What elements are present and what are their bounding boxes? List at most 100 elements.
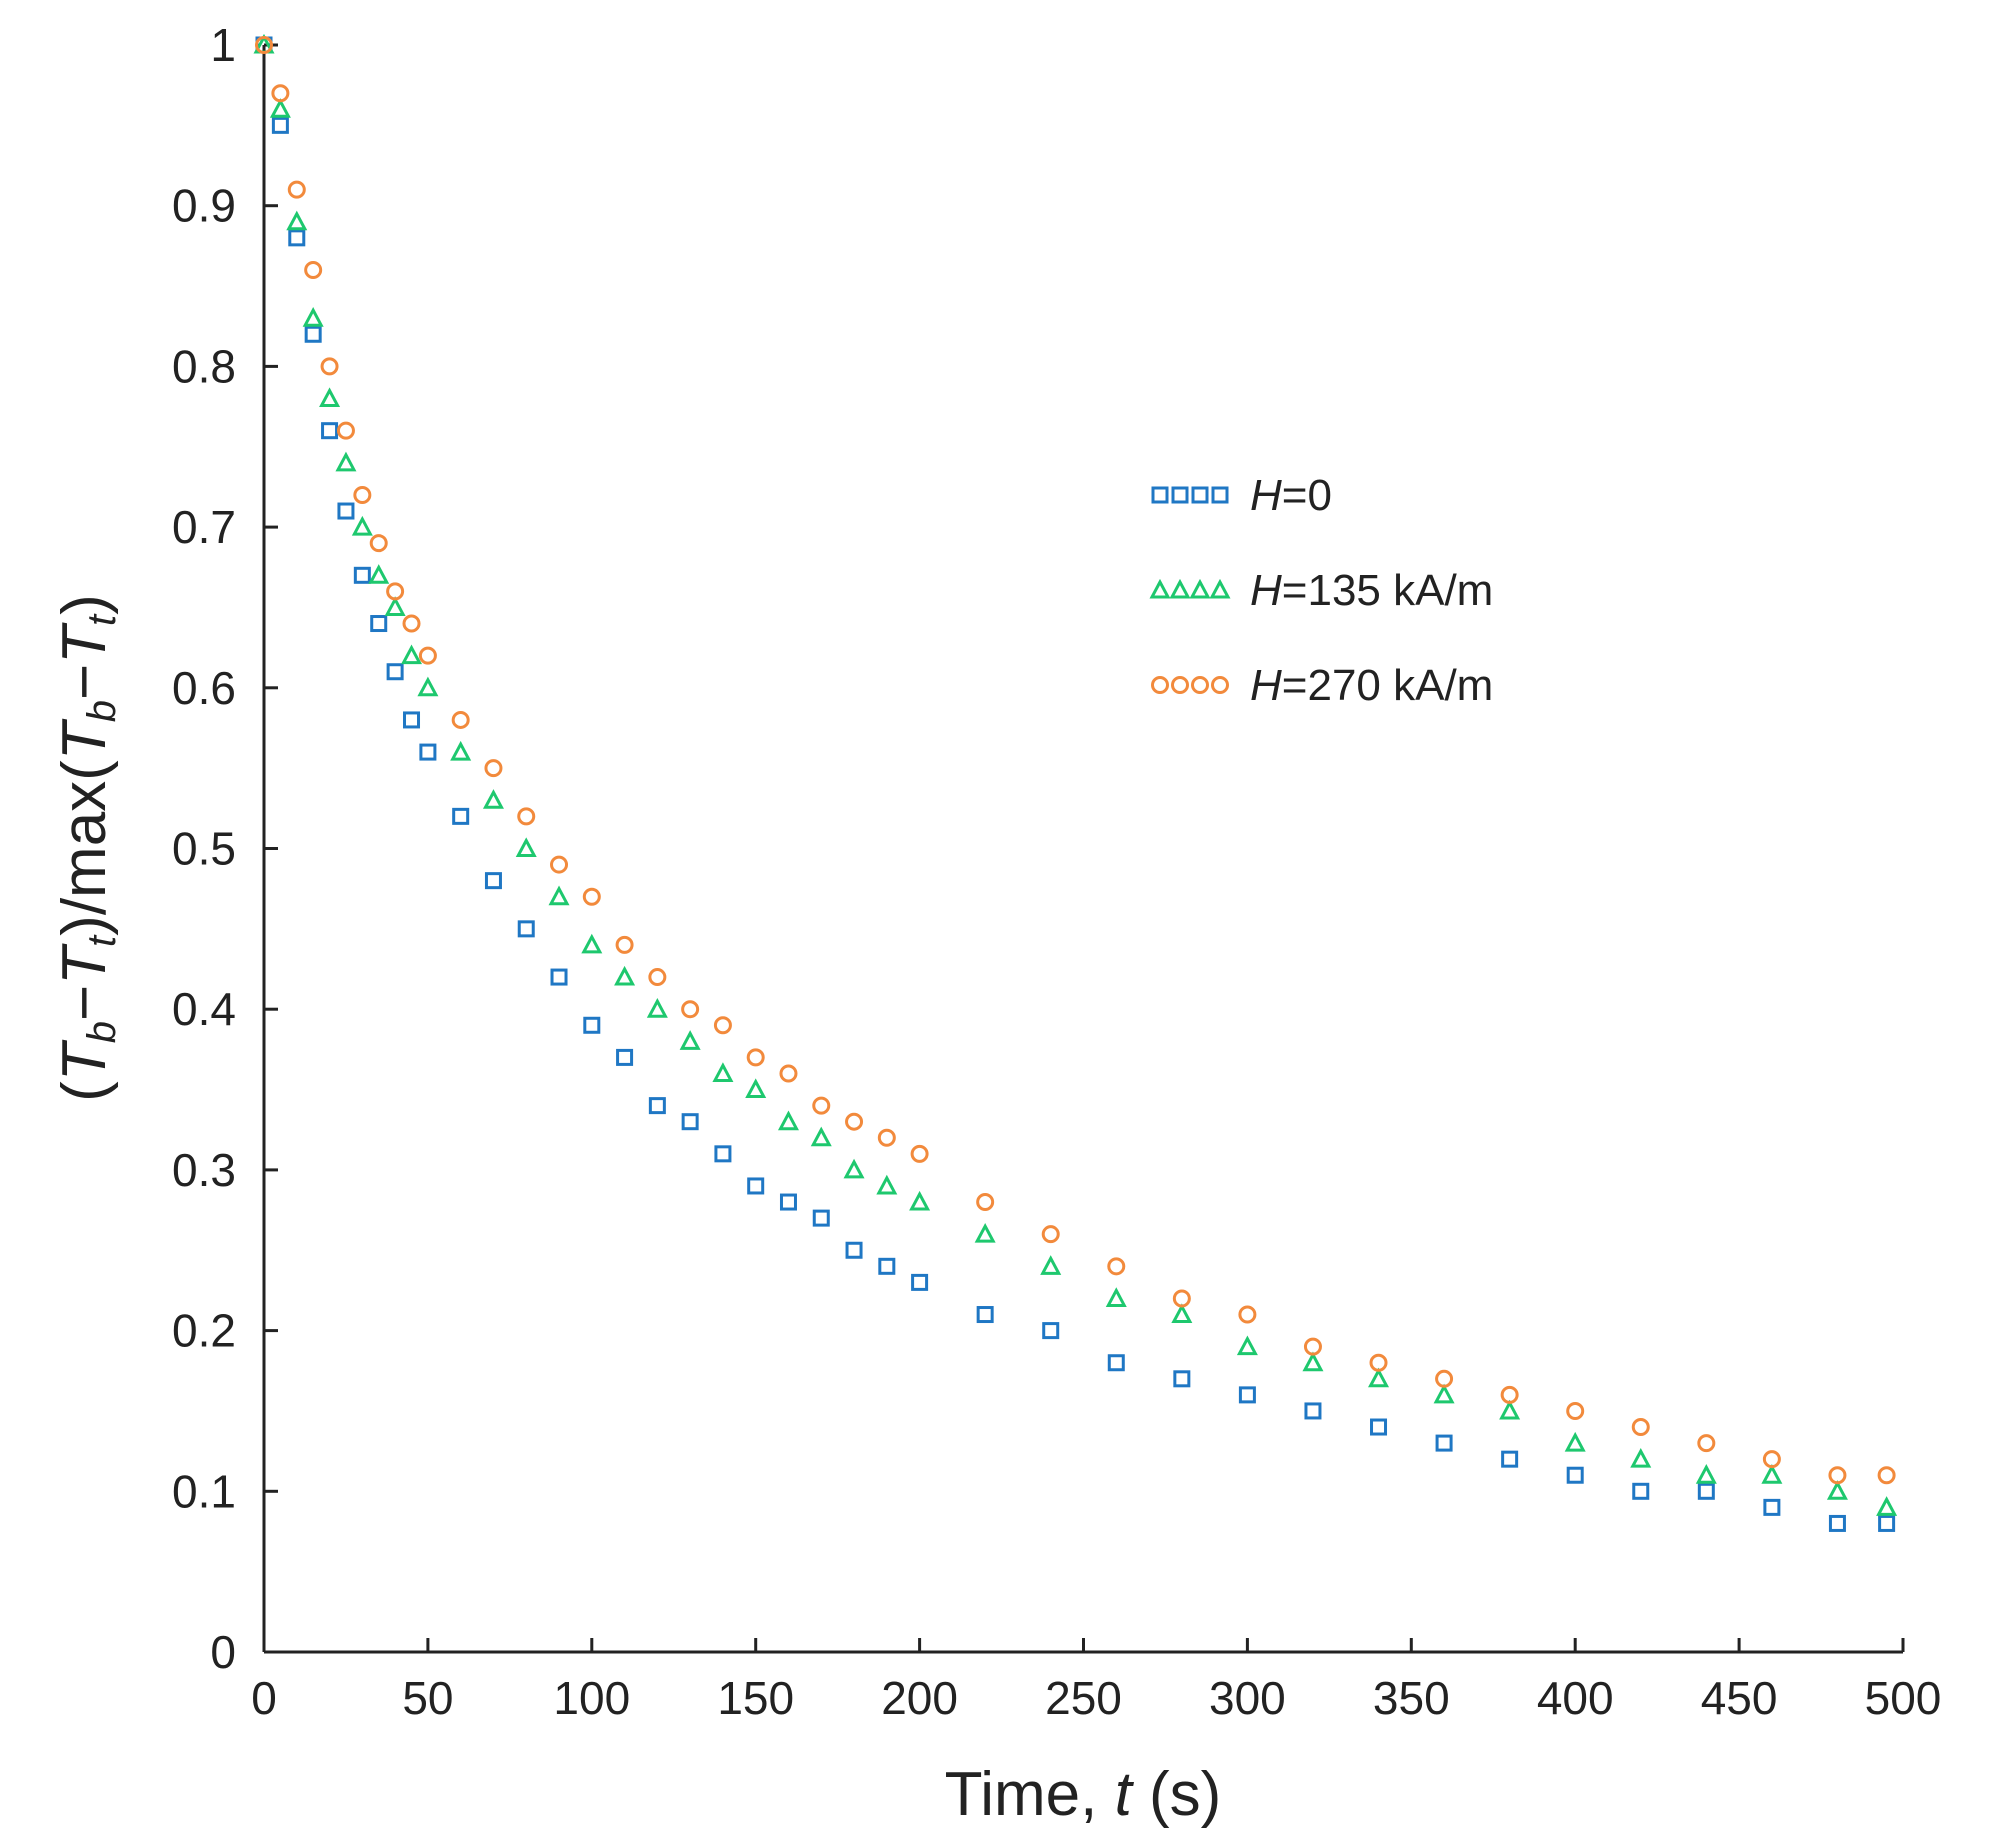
data-point-h270: [910, 1144, 929, 1163]
data-point-h0: [1173, 1370, 1191, 1388]
data-point-h0: [337, 502, 355, 520]
data-point-h135: [1876, 1496, 1898, 1516]
data-point-h135: [368, 564, 390, 584]
data-point-h135: [1368, 1367, 1390, 1388]
data-point-h135: [286, 210, 308, 231]
data-point-h0: [1566, 1466, 1584, 1484]
data-point-h135: [482, 789, 504, 809]
x-tick-label: 350: [1373, 1672, 1450, 1724]
x-tick-label: 150: [717, 1672, 794, 1724]
data-point-h270: [336, 421, 355, 440]
series-h270: [255, 36, 1896, 1485]
data-point-h0: [304, 325, 322, 343]
data-point-h135: [1761, 1464, 1783, 1484]
data-point-h0: [1763, 1498, 1781, 1516]
data-point-h0: [550, 968, 568, 986]
ticks-layer: 0 50 100 150 200 250 300 350 400 450 500 0 0.1 0.2 0.3…: [172, 19, 1941, 1724]
data-point-h135: [351, 515, 373, 536]
y-tick-label: 1: [210, 19, 236, 71]
x-tick-label: 250: [1045, 1672, 1122, 1724]
legend-marker-h0: [1171, 486, 1189, 504]
legend-swatch-h135: [1149, 578, 1231, 599]
y-axis-title: (Tb−Tt)/max(Tb−Tt): [50, 594, 124, 1102]
data-point-h135: [1105, 1287, 1127, 1307]
data-point-h270: [1172, 1289, 1191, 1308]
data-point-h0: [616, 1048, 634, 1066]
y-tick-label: 0.5: [172, 823, 236, 875]
data-point-h270: [320, 357, 339, 376]
data-point-h270: [877, 1128, 896, 1147]
x-tick-label: 450: [1701, 1672, 1778, 1724]
legend-swatch-h270: [1151, 676, 1229, 694]
data-point-h270: [271, 84, 290, 103]
data-point-h270: [402, 614, 421, 633]
y-tick-label: 0.3: [172, 1144, 236, 1196]
legend-marker-h270: [1171, 676, 1189, 694]
data-point-h270: [779, 1064, 798, 1083]
marks-layer: [253, 33, 1898, 1532]
data-point-h270: [1107, 1257, 1126, 1276]
data-point-h0: [1697, 1482, 1715, 1500]
data-point-h270: [746, 1048, 765, 1067]
data-point-h270: [681, 1000, 700, 1019]
x-tick-label: 300: [1209, 1672, 1286, 1724]
data-point-h0: [779, 1193, 797, 1211]
data-point-h0: [1828, 1514, 1846, 1532]
legend-marker-h270: [1151, 676, 1169, 694]
data-point-h0: [271, 116, 289, 134]
data-point-h270: [812, 1096, 831, 1115]
data-point-h135: [1040, 1255, 1062, 1275]
data-point-h135: [1302, 1351, 1324, 1372]
data-point-h135: [1236, 1335, 1258, 1356]
data-point-h135: [450, 740, 472, 761]
y-tick-label: 0.4: [172, 983, 236, 1035]
data-point-h0: [812, 1209, 830, 1227]
data-point-h135: [876, 1174, 898, 1195]
data-point-h135: [843, 1158, 865, 1179]
data-point-h135: [548, 885, 570, 906]
data-point-h0: [321, 422, 339, 440]
data-point-h135: [302, 307, 324, 327]
data-point-h135: [1564, 1431, 1586, 1452]
x-tick-label: 200: [881, 1672, 958, 1724]
legend-marker-h135: [1169, 578, 1191, 599]
data-point-h270: [648, 968, 667, 987]
data-point-h270: [1369, 1353, 1388, 1372]
data-point-h270: [418, 646, 437, 665]
data-point-h0: [353, 566, 371, 584]
legend-marker-h135: [1189, 578, 1211, 599]
data-point-h0: [1107, 1354, 1125, 1372]
data-point-h0: [648, 1097, 666, 1115]
data-point-h270: [353, 485, 372, 504]
data-point-h0: [976, 1306, 994, 1324]
data-point-h0: [517, 920, 535, 938]
data-point-h270: [1697, 1434, 1716, 1453]
data-point-h270: [976, 1193, 995, 1212]
legend-marker-h0: [1191, 486, 1209, 504]
data-point-h270: [550, 855, 569, 874]
y-tick-label: 0: [210, 1626, 236, 1678]
data-point-h270: [845, 1112, 864, 1131]
data-point-h0: [1632, 1482, 1650, 1500]
data-point-h270: [615, 935, 634, 954]
data-point-h135: [712, 1062, 734, 1082]
data-point-h0: [403, 711, 421, 729]
data-point-h0: [1238, 1386, 1256, 1404]
series-h0: [255, 36, 1896, 1532]
legend-swatch-h0: [1151, 486, 1229, 504]
legend-marker-h0: [1151, 486, 1169, 504]
data-point-h0: [452, 807, 470, 825]
data-point-h135: [1826, 1480, 1848, 1500]
data-point-h135: [1630, 1447, 1652, 1468]
data-point-h135: [335, 451, 357, 472]
data-point-h135: [1695, 1464, 1717, 1484]
data-point-h270: [1631, 1418, 1650, 1437]
data-point-h0: [878, 1257, 896, 1275]
data-point-h0: [1042, 1322, 1060, 1340]
data-point-h0: [583, 1016, 601, 1034]
y-tick-label: 0.8: [172, 340, 236, 392]
data-point-h270: [517, 807, 536, 826]
y-tick-label: 0.2: [172, 1305, 236, 1357]
data-point-h0: [1370, 1418, 1388, 1436]
